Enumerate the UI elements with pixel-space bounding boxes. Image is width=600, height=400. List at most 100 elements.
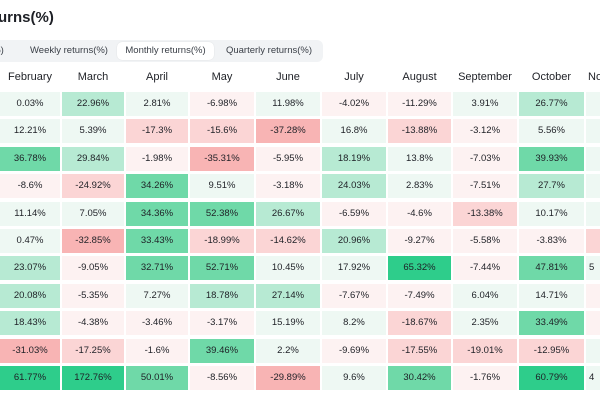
return-cell <box>586 229 600 253</box>
return-cell: 18.19% <box>322 147 386 171</box>
return-cell <box>586 284 600 308</box>
returns-period-tabs: %) Weekly returns(%) Monthly returns(%) … <box>0 40 323 62</box>
return-cell: 10.17% <box>519 202 584 226</box>
return-cell: 17.92% <box>322 256 386 280</box>
return-cell: 9.51% <box>190 174 254 198</box>
return-cell: -17.3% <box>126 119 188 143</box>
return-cell: -6.98% <box>190 92 254 116</box>
return-cell: -1.6% <box>126 339 188 363</box>
return-cell: -6.59% <box>322 202 386 226</box>
tab-weekly-returns[interactable]: Weekly returns(%) <box>30 45 108 56</box>
return-cell: 4 <box>586 366 600 390</box>
return-cell: -9.69% <box>322 339 386 363</box>
return-cell: 36.78% <box>0 147 60 171</box>
return-cell: -13.38% <box>453 202 517 226</box>
return-cell: 3.91% <box>453 92 517 116</box>
return-cell: -32.85% <box>62 229 124 253</box>
return-cell: -24.92% <box>62 174 124 198</box>
return-cell: -8.56% <box>190 366 254 390</box>
return-cell: 33.43% <box>126 229 188 253</box>
return-cell: 23.07% <box>0 256 60 280</box>
return-cell: 14.71% <box>519 284 584 308</box>
column-header-march: March <box>77 71 109 83</box>
return-cell: -31.03% <box>0 339 60 363</box>
return-cell: 11.14% <box>0 202 60 226</box>
column-header-may: May <box>211 71 233 83</box>
return-cell: 24.03% <box>322 174 386 198</box>
return-cell <box>586 119 600 143</box>
return-cell: 22.96% <box>62 92 124 116</box>
return-cell: 7.27% <box>126 284 188 308</box>
return-cell: 8.2% <box>322 311 386 335</box>
return-cell: 11.98% <box>256 92 320 116</box>
return-cell: 2.35% <box>453 311 517 335</box>
return-cell: 18.78% <box>190 284 254 308</box>
return-cell: 26.77% <box>519 92 584 116</box>
return-cell: 33.49% <box>519 311 584 335</box>
return-cell: -17.55% <box>388 339 451 363</box>
tab-monthly-returns[interactable]: Monthly returns(%) <box>117 42 214 60</box>
return-cell <box>586 92 600 116</box>
return-cell <box>586 202 600 226</box>
return-cell: -3.18% <box>256 174 320 198</box>
return-cell: -9.05% <box>62 256 124 280</box>
return-cell: 172.76% <box>62 366 124 390</box>
return-cell: -7.44% <box>453 256 517 280</box>
return-cell: 47.81% <box>519 256 584 280</box>
return-cell: 20.96% <box>322 229 386 253</box>
return-cell: 27.7% <box>519 174 584 198</box>
return-cell: 5.56% <box>519 119 584 143</box>
return-cell: 34.36% <box>126 202 188 226</box>
return-cell: -19.01% <box>453 339 517 363</box>
tab-quarterly-returns[interactable]: Quarterly returns(%) <box>225 45 313 56</box>
return-cell: 16.8% <box>322 119 386 143</box>
return-cell: 12.21% <box>0 119 60 143</box>
return-cell: -3.12% <box>453 119 517 143</box>
return-cell <box>586 174 600 198</box>
return-cell: 61.77% <box>0 366 60 390</box>
return-cell: 2.2% <box>256 339 320 363</box>
tab-daily-returns[interactable]: %) <box>0 45 4 56</box>
return-cell: -5.58% <box>453 229 517 253</box>
return-cell: -18.99% <box>190 229 254 253</box>
return-cell: -5.35% <box>62 284 124 308</box>
return-cell: -15.6% <box>190 119 254 143</box>
return-cell: 10.45% <box>256 256 320 280</box>
return-cell: 2.81% <box>126 92 188 116</box>
return-cell: 65.32% <box>388 256 451 280</box>
return-cell: 50.01% <box>126 366 188 390</box>
return-cell: 52.38% <box>190 202 254 226</box>
return-cell: -7.03% <box>453 147 517 171</box>
return-cell: -7.49% <box>388 284 451 308</box>
return-cell <box>586 339 600 363</box>
return-cell: 20.08% <box>0 284 60 308</box>
return-cell: 0.03% <box>0 92 60 116</box>
return-cell: -3.46% <box>126 311 188 335</box>
return-cell: 27.14% <box>256 284 320 308</box>
return-cell: -3.17% <box>190 311 254 335</box>
column-header-june: June <box>276 71 300 83</box>
return-cell: -29.89% <box>256 366 320 390</box>
return-cell: -7.67% <box>322 284 386 308</box>
return-cell: -7.51% <box>453 174 517 198</box>
return-cell <box>586 147 600 171</box>
return-cell: 32.71% <box>126 256 188 280</box>
return-cell: 5 <box>586 256 600 280</box>
column-header-april: April <box>145 71 168 83</box>
return-cell: -4.38% <box>62 311 124 335</box>
return-cell: 29.84% <box>62 147 124 171</box>
return-cell: 39.46% <box>190 339 254 363</box>
return-cell: -9.27% <box>388 229 451 253</box>
return-cell: -1.98% <box>126 147 188 171</box>
return-cell: -8.6% <box>0 174 60 198</box>
return-cell: -37.28% <box>256 119 320 143</box>
column-header-august: August <box>402 71 437 83</box>
return-cell: 7.05% <box>62 202 124 226</box>
return-cell: 2.83% <box>388 174 451 198</box>
return-cell: 18.43% <box>0 311 60 335</box>
return-cell: 39.93% <box>519 147 584 171</box>
return-cell <box>586 311 600 335</box>
return-cell: 15.19% <box>256 311 320 335</box>
return-cell: 30.42% <box>388 366 451 390</box>
